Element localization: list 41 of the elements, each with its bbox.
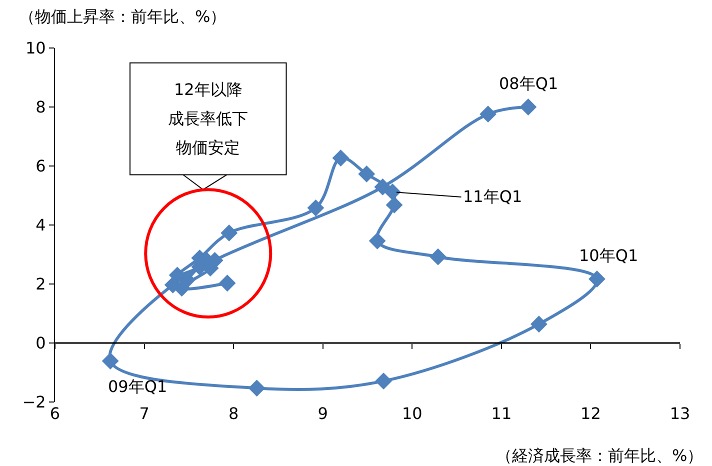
point (374, 178, 392, 196)
point (530, 316, 548, 333)
point (375, 372, 392, 390)
x-tick-label: 8 (228, 404, 239, 423)
point (368, 232, 386, 250)
y-axis-title: （物価上昇率：前年比、%） (19, 7, 226, 26)
annotation: 11年Q1 (463, 187, 522, 206)
annotation: 08年Q1 (499, 74, 558, 93)
annotation: 成長率低下 (168, 109, 248, 128)
point (384, 184, 401, 200)
point (218, 274, 236, 292)
y-tick-label: 4 (36, 216, 46, 235)
x-tick-label: 9 (318, 404, 328, 423)
annotation: 10年Q1 (579, 246, 638, 265)
x-tick-label: 7 (139, 404, 150, 423)
y-tick-label: 2 (36, 274, 46, 294)
annotation: 12年以降 (174, 80, 242, 99)
y-tick-label: 0 (36, 334, 46, 353)
point (480, 106, 496, 123)
point (332, 150, 350, 166)
y-tick-label: 10 (25, 38, 46, 58)
x-tick-label: 10 (402, 404, 422, 423)
x-axis-title: （経済成長率：前年比、%） (496, 446, 704, 465)
point (358, 166, 376, 182)
point (102, 352, 119, 370)
x-tick-label: 11 (491, 404, 512, 423)
annotation: 物価安定 (176, 138, 240, 157)
annotation: 09年Q1 (108, 377, 168, 396)
point (430, 248, 446, 266)
point (588, 270, 606, 288)
point (220, 224, 238, 242)
point (248, 380, 266, 397)
x-tick-label: 13 (670, 404, 690, 423)
y-tick-label: −2 (22, 392, 46, 412)
point (520, 98, 537, 116)
point (386, 196, 403, 214)
y-tick-label: 6 (36, 156, 46, 176)
x-tick-label: 12 (580, 404, 601, 423)
point (307, 199, 324, 216)
x-tick-label: 6 (50, 404, 60, 423)
y-tick-label: 8 (36, 98, 46, 117)
